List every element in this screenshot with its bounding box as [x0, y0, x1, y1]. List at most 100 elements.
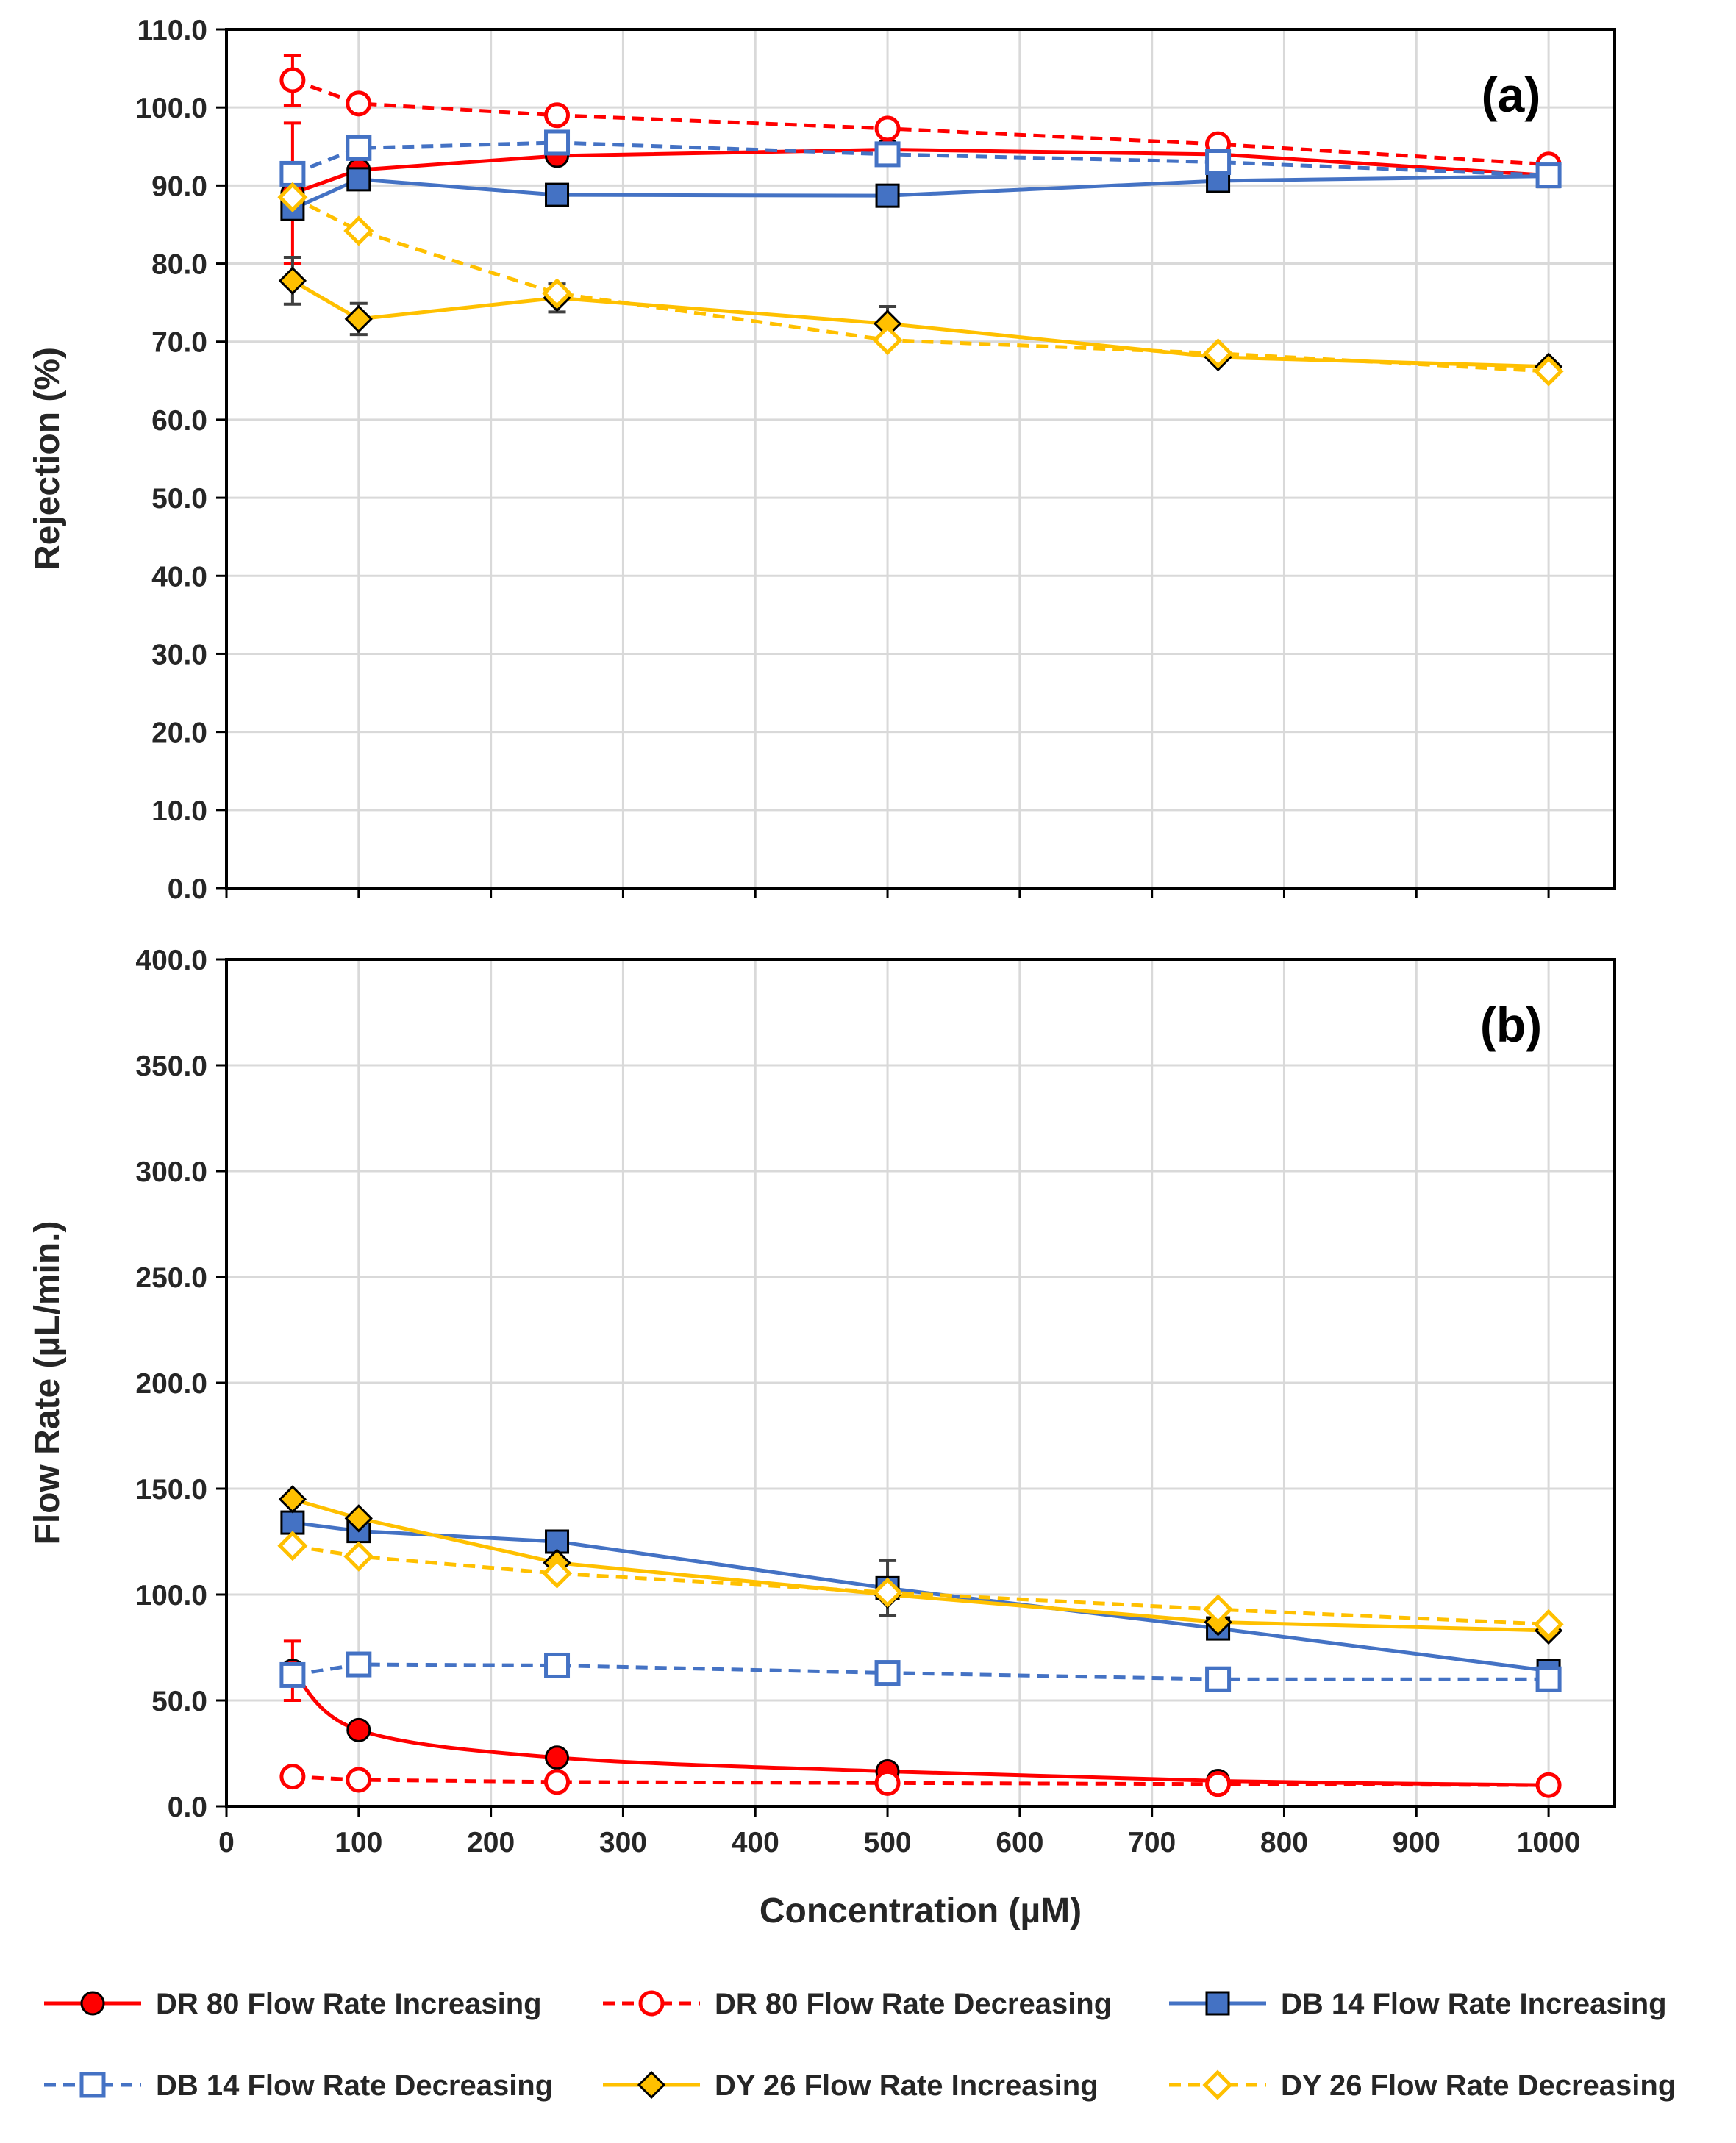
data-point — [278, 266, 307, 296]
data-point — [277, 182, 308, 212]
data-point — [874, 1770, 901, 1796]
y-axis-label: Rejection (%) — [28, 347, 67, 570]
data-point — [279, 67, 306, 93]
data-point — [541, 278, 573, 309]
series-line — [292, 1497, 1549, 1633]
data-point — [346, 135, 372, 161]
y-tick-label: 300.0 — [135, 1156, 207, 1188]
data-point — [544, 102, 571, 129]
y-axis-label: Flow Rate (µL/min.) — [28, 1221, 67, 1545]
y-tick-label: 250.0 — [135, 1262, 207, 1294]
data-point — [277, 1531, 308, 1561]
y-tick-label: 60.0 — [151, 405, 207, 437]
series-dy-26-flow-rate-decreasing — [277, 182, 1564, 387]
legend: DR 80 Flow Rate Increasing DR 80 Flow Rat… — [44, 1988, 1676, 2102]
legend-label: DR 80 Flow Rate Decreasing — [715, 1988, 1112, 2020]
data-point — [278, 1485, 307, 1514]
legend-entry: DY 26 Flow Rate Increasing — [603, 2069, 1099, 2102]
data-point — [1535, 1666, 1562, 1692]
data-point — [344, 304, 373, 334]
data-point — [872, 1577, 903, 1608]
series-dr-80-flow-rate-decreasing — [279, 1764, 1562, 1798]
series-db-14-flow-rate-decreasing — [279, 129, 1562, 189]
legend-entry: DB 14 Flow Rate Decreasing — [44, 2069, 553, 2102]
y-tick-label: 350.0 — [135, 1051, 207, 1082]
x-tick-label: 400 — [732, 1827, 779, 1858]
x-tick-label: 300 — [599, 1827, 647, 1858]
data-point — [1533, 356, 1564, 387]
series-line — [292, 1544, 1549, 1626]
y-tick-label: 90.0 — [151, 171, 207, 202]
data-point — [346, 1651, 372, 1678]
data-point — [874, 141, 901, 168]
data-point — [541, 1558, 573, 1589]
axis-ticks: 0.0 10.0 20.0 30.0 40.0 50.0 60.0 70.0 80.0 90.0 1… — [135, 15, 1550, 905]
legend-marker — [1202, 2069, 1233, 2100]
data-point — [1205, 1666, 1232, 1692]
data-point — [1205, 1771, 1232, 1797]
grid-lines — [226, 29, 1615, 888]
chart-panel-a: 0.0 10.0 20.0 30.0 40.0 50.0 60.0 70.0 80.0 90.0 1… — [28, 15, 1616, 905]
y-tick-label: 100.0 — [135, 1580, 207, 1611]
series-line — [291, 1669, 1549, 1787]
y-tick-label: 110.0 — [137, 15, 207, 46]
x-tick-label: 800 — [1260, 1827, 1308, 1858]
y-tick-label: 200.0 — [135, 1368, 207, 1400]
series-line — [291, 196, 1549, 373]
data-point — [872, 325, 903, 356]
data-point — [346, 90, 372, 117]
panel-label: (b) — [1480, 998, 1542, 1052]
data-point — [279, 1764, 306, 1790]
data-point — [1533, 1609, 1564, 1639]
data-point — [1535, 162, 1562, 189]
legend-marker — [79, 2072, 106, 2098]
legend-label: DB 14 Flow Rate Increasing — [1281, 1988, 1667, 2020]
y-tick-label: 10.0 — [151, 795, 207, 827]
series-line — [291, 279, 1549, 369]
data-point — [279, 1661, 306, 1688]
panel-label: (a) — [1482, 68, 1541, 122]
series-line — [292, 1662, 1549, 1681]
y-tick-label: 400.0 — [135, 945, 207, 976]
y-tick-label: 20.0 — [151, 718, 207, 749]
data-point — [343, 215, 374, 246]
y-tick-label: 30.0 — [151, 639, 207, 670]
legend-entry: DY 26 Flow Rate Decreasing — [1169, 2069, 1676, 2102]
data-point — [545, 1745, 570, 1770]
legend-label: DR 80 Flow Rate Increasing — [156, 1988, 542, 2020]
x-tick-label: 600 — [996, 1827, 1043, 1858]
chart-panel-b: 0 100 200 300 400 500 600 700 800 900 1000 0.0 50.0 1… — [28, 945, 1616, 1931]
data-point — [1535, 1772, 1562, 1798]
series-dr-80-flow-rate-decreasing — [279, 54, 1562, 178]
y-tick-label: 50.0 — [151, 1686, 207, 1717]
series-dy-26-flow-rate-decreasing — [277, 1531, 1564, 1639]
series-layer — [277, 54, 1564, 387]
x-tick-label: 100 — [335, 1827, 382, 1858]
y-tick-label: 150.0 — [135, 1474, 207, 1506]
data-point — [874, 1660, 901, 1686]
x-tick-label: 200 — [467, 1827, 515, 1858]
legend-entry: DB 14 Flow Rate Increasing — [1169, 1988, 1667, 2020]
y-tick-label: 70.0 — [151, 327, 207, 359]
legend-entry: DR 80 Flow Rate Increasing — [44, 1988, 542, 2020]
legend-label: DY 26 Flow Rate Decreasing — [1281, 2069, 1676, 2102]
series-layer — [277, 1485, 1564, 1798]
x-tick-label: 700 — [1128, 1827, 1176, 1858]
data-point — [1203, 1594, 1234, 1625]
legend-label: DB 14 Flow Rate Decreasing — [156, 2069, 553, 2102]
data-point — [346, 1767, 372, 1793]
y-tick-label: 100.0 — [135, 93, 207, 124]
legend-marker — [1205, 1991, 1230, 2016]
y-tick-label: 0.0 — [168, 873, 207, 905]
data-point — [544, 1769, 571, 1795]
y-tick-label: 50.0 — [151, 483, 207, 515]
data-point — [545, 182, 570, 207]
x-tick-label: 1000 — [1517, 1827, 1581, 1858]
x-tick-label: 900 — [1393, 1827, 1440, 1858]
data-point — [875, 183, 900, 208]
data-point — [874, 115, 901, 142]
legend-marker — [638, 1990, 665, 2017]
legend-entry: DR 80 Flow Rate Decreasing — [603, 1988, 1112, 2020]
x-axis-label: Concentration (µM) — [760, 1892, 1082, 1931]
